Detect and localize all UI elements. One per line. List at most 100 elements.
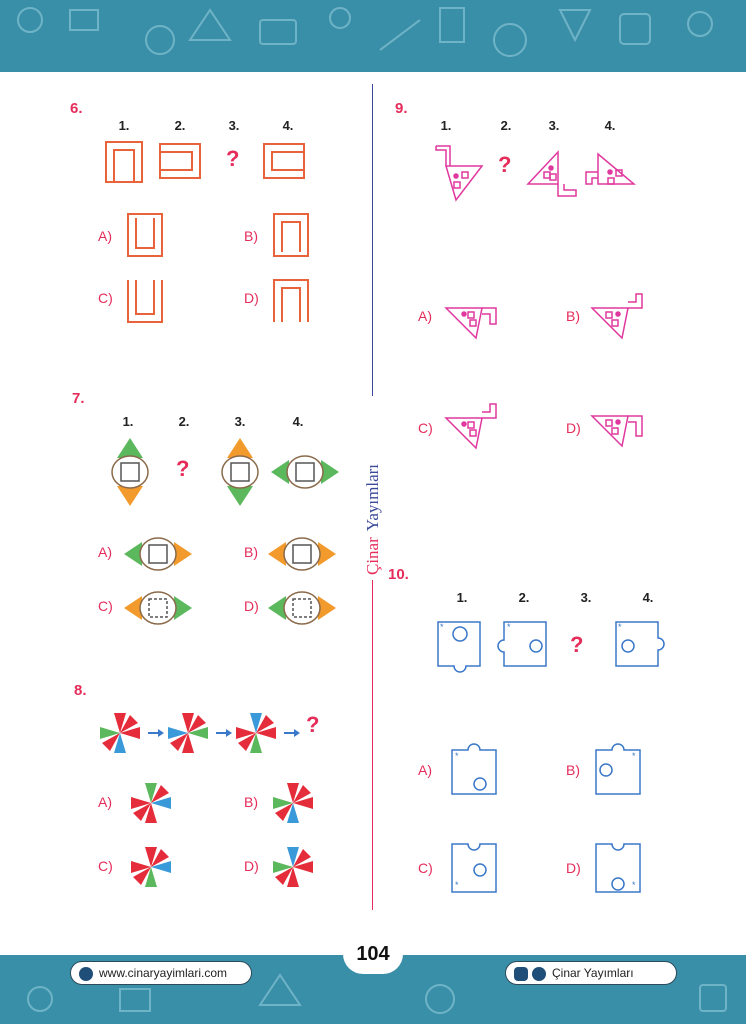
q9-option-a-label[interactable]: A) [418, 308, 432, 324]
q9-seq-label-2: 2. [500, 118, 512, 133]
q6-figure-2 [159, 143, 201, 179]
q7-option-d-label[interactable]: D) [244, 598, 259, 614]
q9-seq-label-1: 1. [440, 118, 452, 133]
q8-option-a-figure[interactable] [128, 780, 174, 826]
q8-option-d-label[interactable]: D) [244, 858, 259, 874]
q10-option-d-label[interactable]: D) [566, 860, 581, 876]
q10-option-c-figure[interactable]: * [448, 840, 500, 896]
q10-option-c-label[interactable]: C) [418, 860, 433, 876]
q6-option-b-figure[interactable] [272, 212, 312, 258]
website-text: www.cinaryayimlari.com [99, 966, 228, 980]
q9-option-b-label[interactable]: B) [566, 308, 580, 324]
question-10-number: 10. [388, 566, 409, 583]
svg-text:*: * [632, 751, 636, 761]
q8-option-d-figure[interactable] [270, 844, 316, 890]
q6-option-c-figure[interactable] [126, 276, 166, 326]
q8-option-c-label[interactable]: C) [98, 858, 113, 874]
q9-option-a-figure[interactable] [442, 296, 502, 342]
q6-seq-label-2: 2. [174, 118, 186, 133]
column-divider-bottom [372, 580, 373, 910]
q7-option-a-figure[interactable] [120, 534, 196, 574]
q10-seq-label-3: 3. [580, 590, 592, 605]
q7-figure-4 [271, 455, 339, 489]
q9-option-d-label[interactable]: D) [566, 420, 581, 436]
q7-option-c-figure[interactable] [120, 588, 196, 628]
q10-option-b-label[interactable]: B) [566, 762, 580, 778]
q6-option-a-label[interactable]: A) [98, 228, 112, 244]
q10-option-a-label[interactable]: A) [418, 762, 432, 778]
q7-seq-label-3: 3. [234, 414, 246, 429]
instagram-icon [514, 966, 528, 981]
q9-sequence-figures [435, 145, 637, 202]
q8-option-a-label[interactable]: A) [98, 794, 112, 810]
page-number: 104 [343, 934, 403, 974]
svg-text:*: * [632, 880, 636, 890]
q9-figure-4 [585, 152, 637, 185]
q7-figure-1 [111, 438, 149, 506]
question-9-number: 9. [395, 100, 408, 117]
vertical-brand-logo: Çinar Yayımları [363, 464, 382, 575]
q6-seq-label-3: 3. [228, 118, 240, 133]
q10-figure-2: * [497, 621, 547, 667]
facebook-icon [532, 966, 546, 981]
q7-seq-label-4: 4. [292, 414, 304, 429]
column-divider-top [372, 84, 373, 396]
q7-seq-label-2: 2. [178, 414, 190, 429]
q9-seq-label-4: 4. [604, 118, 616, 133]
q9-option-b-figure[interactable] [588, 290, 648, 342]
q8-option-b-label[interactable]: B) [244, 794, 258, 810]
q7-seq-label-1: 1. [122, 414, 134, 429]
q9-option-d-figure[interactable] [588, 404, 648, 450]
school-doodles-pattern-bottom [27, 973, 727, 1014]
q7-option-d-figure[interactable] [264, 588, 340, 628]
social-text: Çinar Yayımları [552, 966, 634, 980]
q10-seq-label-1: 1. [456, 590, 468, 605]
q9-option-c-figure[interactable] [442, 400, 502, 452]
q6-option-d-figure[interactable] [272, 276, 312, 326]
q7-option-b-figure[interactable] [264, 534, 340, 574]
q9-question-mark: ? [498, 152, 512, 177]
question-8-number: 8. [74, 682, 87, 699]
svg-text:*: * [455, 880, 459, 890]
question-7-number: 7. [72, 390, 85, 407]
social-media-link[interactable]: Çinar Yayımları [505, 961, 677, 985]
q7-option-a-label[interactable]: A) [98, 544, 112, 560]
q10-seq-label-4: 4. [642, 590, 654, 605]
q10-question-mark: ? [570, 632, 584, 657]
globe-icon [79, 966, 93, 981]
q8-option-c-figure[interactable] [128, 844, 174, 890]
q7-option-b-label[interactable]: B) [244, 544, 258, 560]
q6-figure-4 [263, 143, 305, 179]
q6-question-mark: ? [226, 146, 240, 171]
q6-option-b-label[interactable]: B) [244, 228, 258, 244]
q9-figure-1 [435, 145, 484, 202]
q10-option-d-figure[interactable]: * [592, 840, 644, 896]
q7-question-mark: ? [176, 456, 190, 481]
q10-option-b-figure[interactable]: * [592, 742, 644, 798]
q7-figure-3 [221, 438, 259, 506]
q8-pinwheel-3 [236, 713, 276, 753]
q10-figure-1: * [437, 621, 481, 673]
q6-option-d-label[interactable]: D) [244, 290, 259, 306]
q7-sequence-figures [111, 438, 339, 506]
top-decorative-band [0, 0, 746, 72]
school-doodles-pattern [17, 7, 713, 57]
q8-pinwheel-1 [100, 713, 140, 753]
q8-option-b-figure[interactable] [270, 780, 316, 826]
svg-text:*: * [507, 622, 511, 632]
website-link[interactable]: www.cinaryayimlari.com [70, 961, 252, 985]
q6-option-a-figure[interactable] [126, 212, 166, 258]
q10-option-a-figure[interactable]: * [448, 742, 500, 798]
q8-pinwheel-2 [168, 713, 208, 753]
q7-option-c-label[interactable]: C) [98, 598, 113, 614]
q6-option-c-label[interactable]: C) [98, 290, 113, 306]
svg-text:ÇinarYayımları: Çinar Yayımları [363, 464, 382, 575]
q6-seq-label-1: 1. [118, 118, 130, 133]
brand-part2: Yayımları [363, 464, 382, 531]
svg-text:*: * [618, 622, 622, 632]
svg-text:*: * [440, 622, 444, 632]
q10-seq-label-2: 2. [518, 590, 530, 605]
q9-option-c-label[interactable]: C) [418, 420, 433, 436]
q9-seq-label-3: 3. [548, 118, 560, 133]
q10-figure-4: * [615, 621, 665, 667]
